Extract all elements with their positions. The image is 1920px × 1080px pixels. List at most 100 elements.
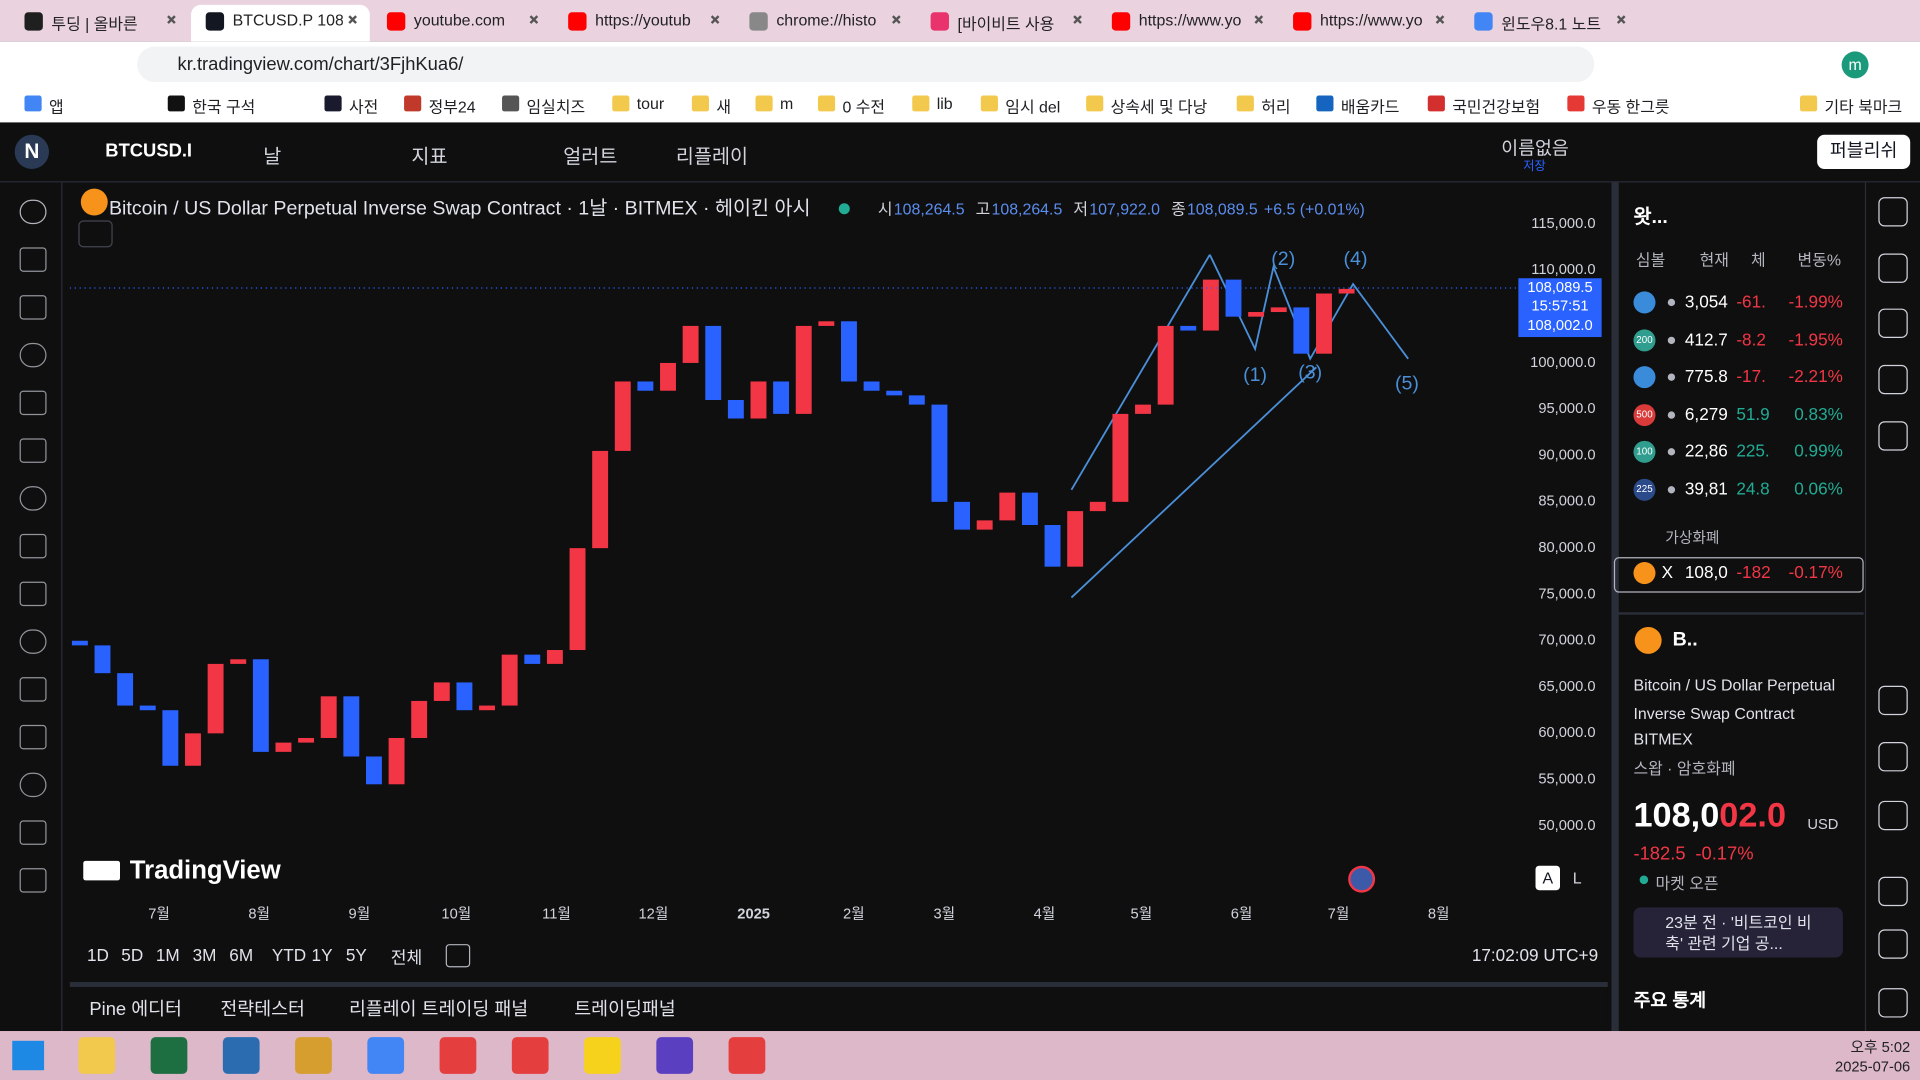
scale-button-label[interactable]: A — [1542, 870, 1553, 887]
range-button[interactable]: 5Y — [345, 945, 367, 965]
tool-icon[interactable] — [19, 820, 47, 845]
side-icon[interactable] — [1878, 253, 1908, 283]
tool-icon[interactable] — [19, 247, 47, 272]
side-icon[interactable] — [1878, 800, 1908, 831]
taskbar-app[interactable] — [584, 1037, 621, 1074]
row-pct[interactable]: -0.17% — [1788, 562, 1843, 582]
other-bookmarks[interactable]: 기타 북마크 — [1824, 97, 1903, 117]
tab-title[interactable]: [바이비트 사용 — [957, 14, 1055, 34]
panel-tab[interactable]: 전략테스터 — [220, 999, 305, 1020]
bookmark[interactable]: 임시 del — [1005, 97, 1061, 117]
tool-icon[interactable] — [19, 772, 47, 798]
bookmark[interactable]: 임실치즈 — [526, 97, 586, 117]
tab-title[interactable]: chrome://histo — [776, 11, 877, 30]
tab-title[interactable]: 투딩 | 올바른 — [51, 14, 138, 34]
row-change[interactable]: 225. — [1736, 441, 1770, 461]
column-header[interactable]: 현재 — [1699, 251, 1729, 270]
row-symbol[interactable]: X — [1661, 562, 1674, 582]
taskbar-app[interactable] — [656, 1037, 694, 1074]
user-logo[interactable]: N — [14, 134, 49, 169]
alerts[interactable]: 얼러트 — [563, 146, 618, 168]
taskbar-app[interactable] — [222, 1037, 260, 1074]
scale-button-label[interactable]: L — [1573, 870, 1582, 887]
tool-icon[interactable] — [19, 199, 47, 225]
range-button[interactable]: 6M — [229, 945, 254, 965]
scale-button[interactable] — [1535, 865, 1560, 891]
interval[interactable]: 날 — [263, 146, 282, 168]
tab-title[interactable]: 윈도우8.1 노트 — [1501, 14, 1602, 34]
scale-button[interactable] — [1564, 865, 1590, 891]
taskbar-app[interactable] — [295, 1037, 332, 1074]
publish-button[interactable]: 퍼블리쉬 — [1817, 134, 1911, 169]
column-header[interactable]: 체 — [1751, 251, 1766, 270]
row-pct[interactable]: 0.99% — [1794, 441, 1843, 461]
row-price[interactable]: 775.8 — [1684, 366, 1728, 386]
bookmark[interactable]: 국민건강보험 — [1452, 97, 1541, 117]
taskbar-app[interactable] — [439, 1037, 477, 1074]
row-pct[interactable]: 0.83% — [1794, 403, 1843, 424]
side-icon[interactable] — [1878, 988, 1908, 1018]
row-change[interactable]: 51.9 — [1736, 403, 1770, 424]
side-icon[interactable] — [1878, 929, 1908, 959]
row-pct[interactable]: -1.99% — [1788, 291, 1843, 312]
tool-icon[interactable] — [19, 581, 47, 607]
tool-icon[interactable] — [19, 438, 47, 463]
range-button[interactable]: 5D — [121, 945, 144, 965]
tool-icon[interactable] — [19, 629, 47, 654]
bookmark[interactable]: tour — [636, 94, 665, 113]
range-button[interactable]: 1Y — [311, 945, 333, 965]
taskbar-app[interactable] — [78, 1037, 116, 1074]
bookmark[interactable]: 정부24 — [428, 97, 476, 117]
bookmark[interactable]: 앱 — [48, 97, 64, 117]
tool-icon[interactable] — [19, 533, 47, 559]
row-change[interactable]: -17. — [1736, 366, 1766, 386]
range-button[interactable]: 3M — [192, 945, 217, 965]
tab-title[interactable]: https://youtub — [595, 11, 691, 30]
tool-icon[interactable] — [19, 486, 47, 511]
start-button[interactable] — [12, 1040, 45, 1071]
row-pct[interactable]: -1.95% — [1788, 328, 1843, 349]
taskbar-app[interactable] — [728, 1037, 766, 1074]
bookmark[interactable]: m — [780, 94, 794, 113]
selected-row[interactable] — [1613, 557, 1864, 593]
layout-name[interactable]: 이름없음 — [1501, 138, 1569, 160]
bookmark[interactable]: 사전 — [348, 97, 379, 117]
panel-tab[interactable]: 트레이딩패널 — [574, 999, 676, 1020]
news-card[interactable] — [1633, 907, 1843, 958]
tab-title[interactable]: youtube.com — [413, 11, 506, 30]
bookmark[interactable]: 한국 구석 — [192, 97, 256, 117]
range-button[interactable]: 1M — [155, 945, 180, 965]
side-icon[interactable] — [1878, 308, 1908, 338]
tool-icon[interactable] — [19, 342, 47, 368]
column-header[interactable]: 심볼 — [1635, 251, 1666, 270]
row-price[interactable]: 39,81 — [1684, 478, 1728, 499]
range-button[interactable]: 1D — [86, 945, 109, 965]
profile-avatar[interactable]: m — [1841, 51, 1869, 79]
address-bar[interactable] — [137, 46, 1595, 83]
row-change[interactable]: -182 — [1736, 562, 1771, 582]
collapse-button[interactable] — [78, 220, 113, 248]
taskbar-app[interactable] — [150, 1037, 188, 1074]
row-change[interactable]: 24.8 — [1736, 478, 1770, 499]
tool-icon[interactable] — [19, 868, 47, 893]
indicators[interactable]: 지표 — [411, 146, 448, 168]
panel-tab[interactable]: Pine 에디터 — [89, 999, 182, 1020]
row-pct[interactable]: 0.06% — [1794, 478, 1843, 499]
row-pct[interactable]: -2.21% — [1788, 366, 1843, 386]
side-icon[interactable] — [1878, 421, 1908, 451]
side-icon[interactable] — [1878, 197, 1908, 227]
save[interactable]: 저장 — [1523, 160, 1546, 174]
range-button[interactable]: 전체 — [390, 947, 423, 968]
row-price[interactable]: 22,86 — [1684, 441, 1728, 461]
bookmark[interactable]: 새 — [716, 97, 731, 117]
replay[interactable]: 리플레이 — [675, 146, 749, 168]
symbol-search[interactable]: BTCUSD.I — [105, 140, 193, 162]
row-price[interactable]: 3,054 — [1684, 291, 1728, 312]
tool-icon[interactable] — [19, 677, 47, 702]
side-icon[interactable] — [1878, 876, 1908, 907]
bookmark[interactable]: 배움카드 — [1340, 97, 1400, 117]
bookmark[interactable]: 상속세 및 다낭 — [1110, 97, 1208, 117]
row-change[interactable]: -8.2 — [1736, 328, 1766, 349]
side-icon[interactable] — [1878, 364, 1908, 395]
tab-title[interactable]: https://www.yo — [1138, 11, 1242, 30]
